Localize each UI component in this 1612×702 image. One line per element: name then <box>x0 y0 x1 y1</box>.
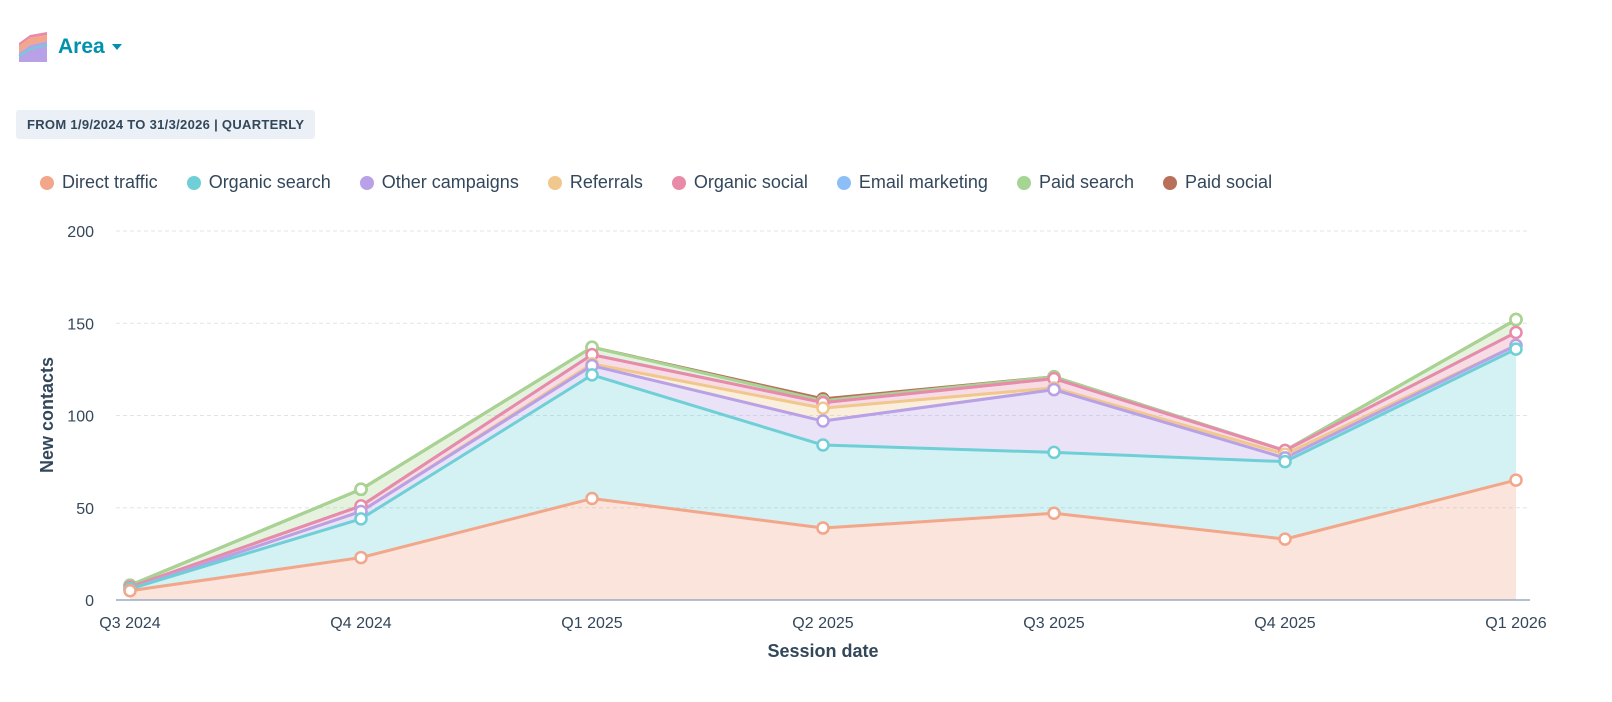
y-tick-label: 200 <box>67 224 94 241</box>
y-tick-label: 0 <box>85 593 94 610</box>
legend-swatch <box>1016 175 1031 190</box>
data-point[interactable] <box>1509 342 1523 356</box>
data-point[interactable] <box>1047 445 1061 460</box>
legend-label: Organic search <box>208 172 331 192</box>
date-range-tag: FROM 1/9/2024 TO 31/3/2026 | QUARTERLY <box>16 110 316 139</box>
area-chart-icon <box>18 32 48 62</box>
y-tick-label: 150 <box>67 316 94 333</box>
legend-swatch <box>671 175 686 190</box>
data-points <box>123 312 1523 598</box>
x-tick-label: Q4 2024 <box>330 615 391 632</box>
legend-swatch <box>1163 175 1178 190</box>
data-point[interactable] <box>123 584 137 598</box>
legend-label: Referrals <box>569 172 643 192</box>
chart-legend: Direct traffic Organic search Other campai… <box>40 172 1301 193</box>
legend-swatch <box>836 175 851 190</box>
data-point[interactable] <box>816 401 830 415</box>
legend-swatch <box>40 175 54 190</box>
data-point[interactable] <box>354 482 368 497</box>
data-point[interactable] <box>1509 473 1523 487</box>
area-fill <box>130 480 1516 600</box>
x-tick-label: Q4 2025 <box>1254 615 1315 632</box>
legend-swatch <box>359 175 374 190</box>
axes: 0 50 100 150 200 Q3 2024 Q4 2024 Q1 2025 Q2 2025… <box>67 224 1546 632</box>
legend-label: Email marketing <box>858 172 988 192</box>
data-point[interactable] <box>354 550 368 565</box>
legend-label: Paid social <box>1185 172 1273 192</box>
legend-item[interactable]: Paid search <box>1016 172 1135 193</box>
legend-item[interactable]: Referrals <box>547 172 643 193</box>
legend-label: Direct traffic <box>62 172 158 192</box>
caret-down-icon <box>111 44 122 50</box>
legend-swatch <box>186 175 201 190</box>
area-fill <box>130 349 1516 591</box>
data-point[interactable] <box>585 368 599 382</box>
legend-item[interactable]: Organic social <box>671 172 808 193</box>
chart-type-selector[interactable]: Area <box>18 32 123 62</box>
data-point[interactable] <box>1047 382 1061 397</box>
legend-label: Other campaigns <box>381 172 519 192</box>
x-tick-label: Q1 2025 <box>561 615 622 632</box>
data-point[interactable] <box>585 491 599 506</box>
area-fills <box>130 319 1516 600</box>
data-point[interactable] <box>1278 532 1292 546</box>
legend-swatch <box>547 175 562 190</box>
legend-item[interactable]: Paid social <box>1163 172 1272 193</box>
x-tick-label: Q3 2024 <box>99 615 160 632</box>
y-tick-label: 50 <box>76 501 94 518</box>
data-point[interactable] <box>816 438 830 452</box>
chart-type-label: Area <box>58 35 105 58</box>
legend-item[interactable]: Direct traffic <box>40 172 158 193</box>
x-tick-label: Q3 2025 <box>1023 615 1084 632</box>
legend-label: Paid search <box>1038 172 1135 192</box>
legend-item[interactable]: Other campaigns <box>359 172 519 193</box>
data-point[interactable] <box>354 512 368 526</box>
legend-label: Organic social <box>693 172 808 192</box>
legend-item[interactable]: Organic search <box>186 172 331 193</box>
x-axis-title: Session date <box>767 641 878 661</box>
y-axis-title: New contacts <box>37 357 57 473</box>
legend-item[interactable]: Email marketing <box>836 172 988 193</box>
x-tick-label: Q1 2026 <box>1485 615 1546 632</box>
data-point[interactable] <box>816 414 830 428</box>
data-point[interactable] <box>1278 454 1292 469</box>
data-point[interactable] <box>1509 325 1523 340</box>
data-point[interactable] <box>1047 506 1061 521</box>
y-tick-label: 100 <box>67 409 94 426</box>
data-point[interactable] <box>816 521 830 535</box>
data-point[interactable] <box>1509 312 1523 327</box>
x-tick-label: Q2 2025 <box>792 615 853 632</box>
